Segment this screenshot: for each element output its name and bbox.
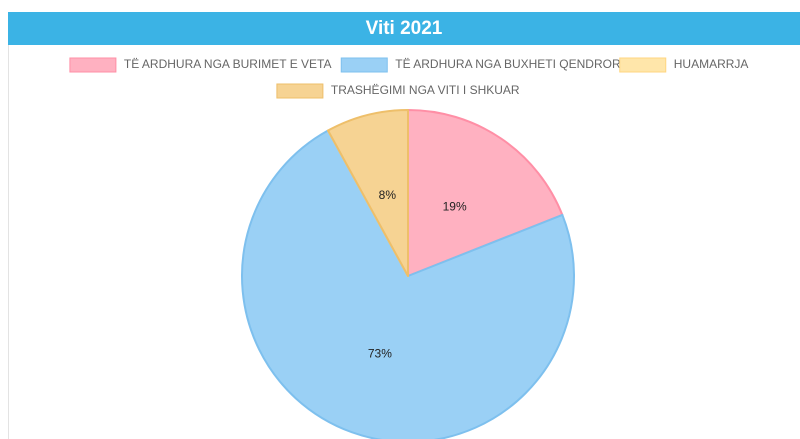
pie-slice [241,129,575,439]
pie-slice [327,109,409,277]
legend-label: HUAMARRJA [674,57,749,71]
slice-label: 73% [368,346,392,360]
legend-label: TË ARDHURA NGA BUXHETI QENDROR [395,57,621,71]
chart-title: Viti 2021 [366,18,443,39]
legend-label: TË ARDHURA NGA BURIMET E VETA [124,57,332,71]
legend-swatch [69,57,117,73]
legend-swatch [340,57,388,73]
legend-swatch [276,83,324,99]
legend-swatch [619,57,667,73]
pie: 19% 73% 8% [241,109,575,439]
legend-label: TRASHËGIMI NGA VITI I SHKUAR [331,83,520,97]
legend: TË ARDHURA NGA BURIMET E VETA TË ARDHURA … [69,57,749,99]
slice-label: 19% [443,200,467,214]
pie-slice [407,109,564,277]
slice-label: 8% [379,188,397,202]
header-bar [8,12,800,45]
